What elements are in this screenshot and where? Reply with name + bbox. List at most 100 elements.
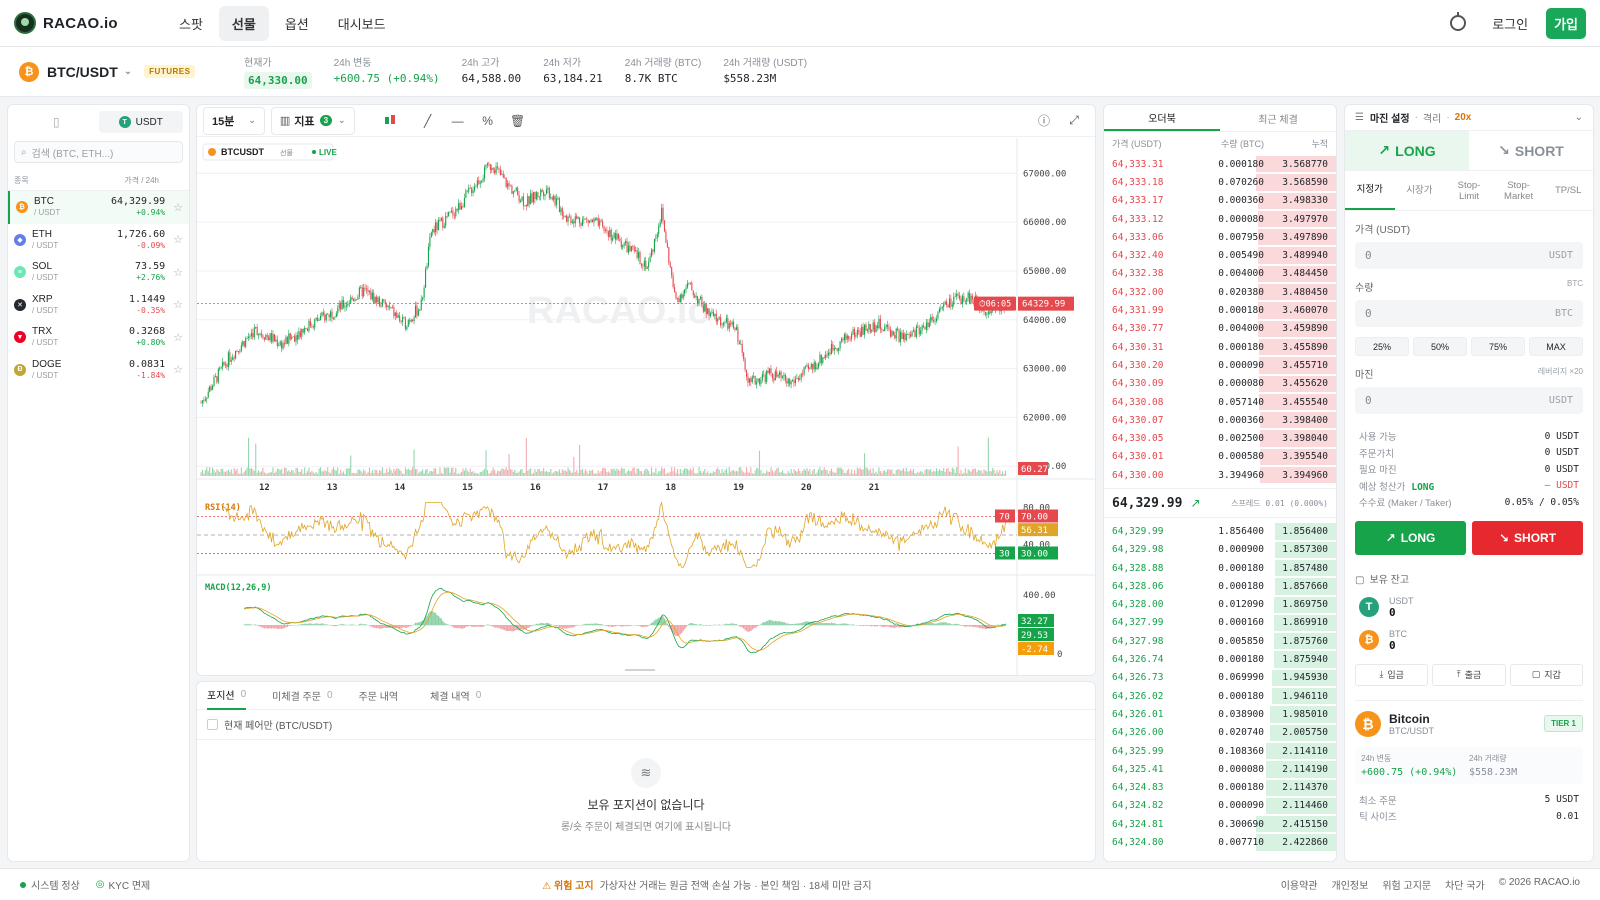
ask-row[interactable]: 64,333.31 0.000180 3.568770: [1104, 155, 1336, 173]
star-icon[interactable]: ☆: [173, 364, 183, 377]
help-icon[interactable]: ⓘ: [1037, 114, 1050, 128]
bid-row[interactable]: 64,326.01 0.038900 1.985010: [1104, 705, 1336, 723]
bid-row[interactable]: 64,324.80 0.007710 2.422860: [1104, 833, 1336, 851]
long-tab[interactable]: ↗ LONG: [1345, 131, 1469, 170]
bid-row[interactable]: 64,326.02 0.000180 1.946110: [1104, 687, 1336, 705]
indicators-button[interactable]: ▥ 지표 3 ⌄: [270, 106, 355, 135]
bid-row[interactable]: 64,325.99 0.108360 2.114110: [1104, 742, 1336, 760]
bid-row[interactable]: 64,329.99 1.856400 1.856400: [1104, 522, 1336, 540]
logo[interactable]: RACAO.io: [14, 12, 154, 34]
pct-button-2[interactable]: 75%: [1471, 337, 1525, 356]
tab-positions-0[interactable]: 포지션 0: [207, 682, 247, 710]
bid-row[interactable]: 64,329.98 0.000900 1.857300: [1104, 541, 1336, 559]
market-row-btc[interactable]: ₿ BTC / USDT 64,329.99 +0.94% ☆: [8, 191, 189, 224]
ask-row[interactable]: 64,331.99 0.000180 3.460070: [1104, 301, 1336, 319]
market-row-doge[interactable]: Ð DOGE / USDT 0.0831 -1.84% ☆: [8, 354, 189, 387]
ask-row[interactable]: 64,333.06 0.007950 3.497890: [1104, 228, 1336, 246]
ask-row[interactable]: 64,333.12 0.000080 3.497970: [1104, 210, 1336, 228]
bid-row[interactable]: 64,324.81 0.300690 2.415150: [1104, 815, 1336, 833]
star-icon[interactable]: ☆: [173, 201, 183, 214]
bid-row[interactable]: 64,326.74 0.000180 1.875940: [1104, 650, 1336, 668]
order-type-tab-3[interactable]: Stop- Market: [1504, 179, 1534, 202]
usdt-tab[interactable]: T USDT: [98, 111, 183, 133]
star-icon[interactable]: ☆: [173, 266, 183, 279]
ask-row[interactable]: 64,330.20 0.000090 3.455710: [1104, 356, 1336, 374]
star-icon[interactable]: ☆: [173, 299, 183, 312]
tab-positions-2[interactable]: 주문 내역: [359, 682, 405, 710]
withdraw-button[interactable]: ⤒ 출금: [1432, 663, 1506, 686]
margin-input[interactable]: 0 USDT: [1355, 387, 1583, 414]
nav-link-0[interactable]: 스팟: [179, 16, 203, 32]
ask-row[interactable]: 64,332.40 0.005490 3.489940: [1104, 246, 1336, 264]
nav-link-1[interactable]: 선물: [218, 5, 269, 41]
ask-row[interactable]: 64,330.31 0.000180 3.455890: [1104, 338, 1336, 356]
favorites-tab[interactable]: ▯: [14, 111, 99, 133]
market-search-input[interactable]: ⌕ 검색 (BTC, ETH...): [14, 141, 183, 163]
tab-orderbook[interactable]: 오더북: [1104, 105, 1220, 131]
short-order-button[interactable]: ↘ SHORT: [1472, 520, 1583, 555]
margin-settings[interactable]: ☰ 마진 설정 · 격리 · 20x ⌄: [1345, 105, 1593, 131]
market-row-eth[interactable]: ◆ ETH / USDT 1,726.60 -0.09% ☆: [8, 224, 189, 257]
signup-button[interactable]: 가입: [1546, 7, 1586, 39]
nav-link-2[interactable]: 옵션: [284, 16, 309, 32]
short-tab[interactable]: ↘ SHORT: [1469, 131, 1593, 170]
theme-toggle-icon[interactable]: [1450, 12, 1467, 31]
bid-row[interactable]: 64,327.99 0.000160 1.869910: [1104, 614, 1336, 632]
ask-row[interactable]: 64,330.07 0.000360 3.398400: [1104, 411, 1336, 429]
market-row-xrp[interactable]: ✕ XRP / USDT 1.1449 -0.35% ☆: [8, 289, 189, 322]
ask-row[interactable]: 64,330.05 0.002500 3.398040: [1104, 429, 1336, 447]
footer-link-0[interactable]: 이용약관: [1280, 881, 1318, 892]
ask-row[interactable]: 64,330.77 0.004000 3.459890: [1104, 320, 1336, 338]
bid-row[interactable]: 64,324.83 0.000180 2.114370: [1104, 779, 1336, 797]
market-row-trx[interactable]: ▼ TRX / USDT 0.3268 +0.80% ☆: [8, 321, 189, 354]
bid-row[interactable]: 64,326.00 0.020740 2.005750: [1104, 724, 1336, 742]
ask-row[interactable]: 64,332.38 0.004000 3.484450: [1104, 265, 1336, 283]
price-input[interactable]: 0 USDT: [1355, 242, 1583, 269]
checkbox[interactable]: [207, 719, 218, 730]
pair-selector[interactable]: ₿ BTC/USDT ⌄ FUTURES: [19, 61, 219, 82]
order-type-tab-0[interactable]: 지정가: [1345, 171, 1395, 210]
long-order-button[interactable]: ↗ LONG: [1355, 520, 1466, 555]
ask-row[interactable]: 64,333.18 0.070260 3.568590: [1104, 173, 1336, 191]
bid-row[interactable]: 64,328.88 0.000180 1.857480: [1104, 559, 1336, 577]
bid-row[interactable]: 64,325.41 0.000080 2.114190: [1104, 760, 1336, 778]
trendline-icon[interactable]: ╱: [423, 113, 432, 128]
bid-row[interactable]: 64,327.98 0.005850 1.875760: [1104, 632, 1336, 650]
login-link[interactable]: 로그인: [1492, 16, 1529, 32]
tab-positions-1[interactable]: 미체결 주문 0: [272, 682, 332, 710]
tab-recent-trades[interactable]: 최근 체결: [1258, 114, 1298, 126]
fullscreen-icon[interactable]: ⤢: [1069, 113, 1079, 127]
ask-row[interactable]: 64,330.08 0.057140 3.455540: [1104, 393, 1336, 411]
bid-row[interactable]: 64,326.73 0.069990 1.945930: [1104, 669, 1336, 687]
bid-row[interactable]: 64,328.06 0.000180 1.857660: [1104, 577, 1336, 595]
ask-row[interactable]: 64,332.00 0.020380 3.480450: [1104, 283, 1336, 301]
bid-row[interactable]: 64,328.00 0.012090 1.869750: [1104, 596, 1336, 614]
deposit-button[interactable]: ⤓ 입금: [1355, 663, 1429, 686]
pct-button-1[interactable]: 50%: [1413, 337, 1467, 356]
tab-positions-3[interactable]: 체결 내역 0: [430, 682, 481, 710]
candle-type-icon[interactable]: [375, 113, 405, 128]
bid-row[interactable]: 64,324.82 0.000090 2.114460: [1104, 797, 1336, 815]
qty-input[interactable]: 0 BTC: [1355, 300, 1583, 327]
price-chart[interactable]: 67000.0066000.0065000.0064000.0063000.00…: [197, 138, 1095, 676]
ask-row[interactable]: 64,330.00 3.394960 3.394960: [1104, 466, 1336, 484]
pct-button-3[interactable]: MAX: [1529, 337, 1583, 356]
horizontal-line-icon[interactable]: —: [451, 113, 464, 128]
ask-row[interactable]: 64,333.17 0.000360 3.498330: [1104, 192, 1336, 210]
interval-select[interactable]: 15분 ⌄: [203, 106, 265, 135]
pct-button-0[interactable]: 25%: [1355, 337, 1409, 356]
current-pair-filter[interactable]: 현재 페어만 (BTC/USDT): [197, 710, 1095, 740]
ask-row[interactable]: 64,330.09 0.000080 3.455620: [1104, 375, 1336, 393]
star-icon[interactable]: ☆: [173, 331, 183, 344]
order-type-tab-2[interactable]: Stop- Limit: [1457, 179, 1481, 202]
order-type-tab-1[interactable]: 시장가: [1406, 185, 1433, 196]
footer-link-3[interactable]: 차단 국가: [1445, 881, 1485, 892]
order-type-tab-4[interactable]: TP/SL: [1554, 185, 1582, 196]
footer-link-2[interactable]: 위험 고지문: [1382, 881, 1432, 892]
star-icon[interactable]: ☆: [173, 234, 183, 247]
footer-link-1[interactable]: 개인정보: [1331, 881, 1369, 892]
nav-link-3[interactable]: 대시보드: [337, 16, 386, 32]
fibonacci-icon[interactable]: %: [482, 113, 493, 128]
market-row-sol[interactable]: ≡ SOL / USDT 73.59 +2.76% ☆: [8, 256, 189, 289]
wallet-button[interactable]: ▢ 지갑: [1509, 663, 1583, 686]
